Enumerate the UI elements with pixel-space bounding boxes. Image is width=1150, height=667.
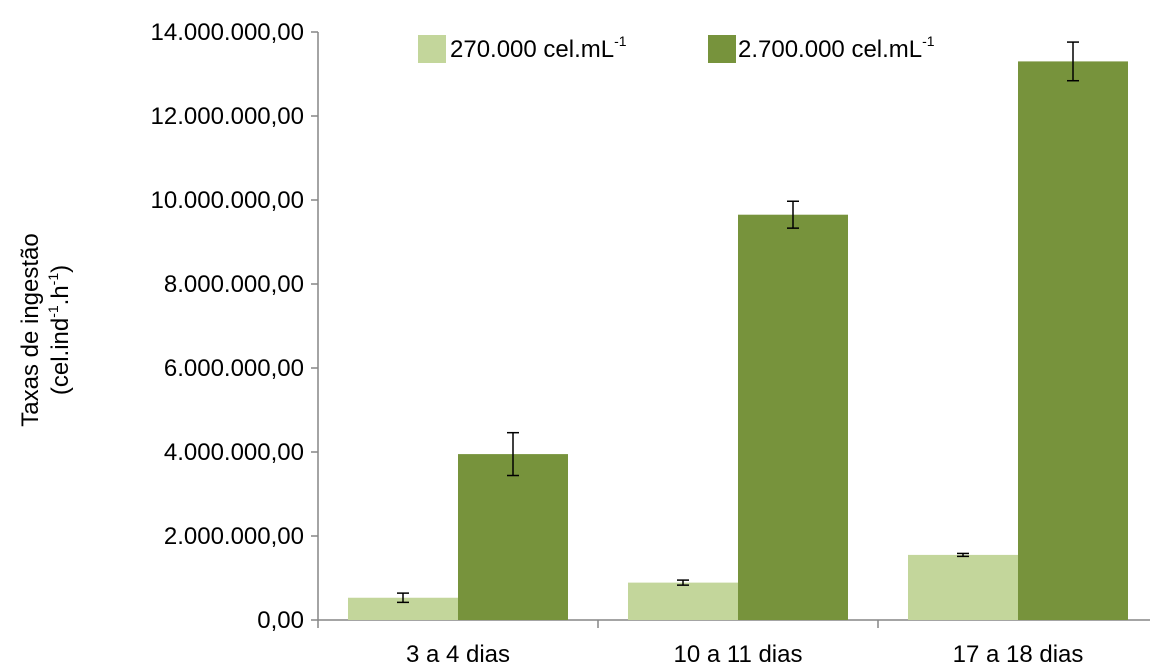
legend-label-superscript: -1	[614, 33, 627, 49]
y-axis-title: Taxas de ingestão (cel.ind-1.h-1)	[17, 233, 74, 426]
y-axis-title-line1: Taxas de ingestão	[17, 233, 44, 426]
y-tick-label: 4.000.000,00	[164, 439, 304, 466]
bar	[1018, 61, 1128, 620]
y-axis-title-part: .h	[47, 285, 74, 305]
x-category-label: 17 a 18 dias	[953, 641, 1084, 667]
legend-label-270000: 270.000 cel.mL-1	[450, 33, 627, 63]
x-axis: 3 a 4 dias 10 a 11 dias 17 a 18 dias	[317, 619, 1150, 667]
y-axis-title-part: (cel.ind	[47, 318, 74, 395]
y-axis-title-superscript: -1	[45, 305, 61, 318]
y-tick-label: 2.000.000,00	[164, 523, 304, 550]
error-bars	[397, 41, 1079, 604]
bar	[908, 554, 1018, 620]
bar	[628, 582, 738, 620]
legend-swatch-2700000	[708, 35, 736, 63]
bar	[458, 454, 568, 620]
legend: 270.000 cel.mL-1 2.700.000 cel.mL-1	[418, 33, 935, 63]
y-axis: 0,00 2.000.000,00 4.000.000,00 6.000.000,00…	[151, 19, 319, 634]
y-axis-title-superscript: -1	[45, 273, 61, 286]
y-tick-label: 8.000.000,00	[164, 271, 304, 298]
y-axis-title-part: )	[47, 265, 74, 273]
bar	[348, 597, 458, 620]
legend-swatch-270000	[418, 35, 446, 63]
legend-label-superscript: -1	[922, 33, 935, 49]
legend-label-text: 270.000 cel.mL	[450, 36, 614, 63]
bars	[348, 61, 1128, 620]
y-tick-label: 6.000.000,00	[164, 355, 304, 382]
legend-label-text: 2.700.000 cel.mL	[738, 36, 922, 63]
y-tick-label: 14.000.000,00	[151, 19, 304, 46]
x-category-label: 10 a 11 dias	[674, 641, 803, 667]
bar	[738, 214, 848, 620]
y-axis-title-line2: (cel.ind-1.h-1)	[45, 265, 74, 395]
legend-label-2700000: 2.700.000 cel.mL-1	[738, 33, 935, 63]
y-tick-label: 10.000.000,00	[151, 187, 304, 214]
y-tick-label: 12.000.000,00	[151, 103, 304, 130]
y-tick-label: 0,00	[257, 607, 304, 634]
x-category-label: 3 a 4 dias	[406, 641, 510, 667]
